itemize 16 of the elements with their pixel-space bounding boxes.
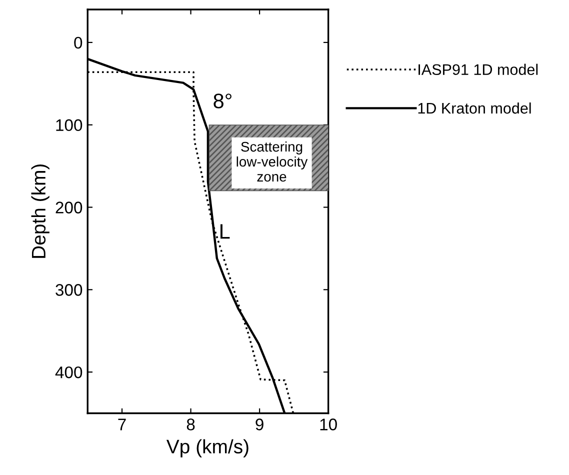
legend-label: 1D Kraton model bbox=[418, 102, 531, 114]
y-tick-label: 200 bbox=[56, 202, 82, 214]
annotation: Scattering low-velocity zone bbox=[236, 141, 308, 182]
legend-label: IASP91 1D model bbox=[418, 64, 538, 76]
x-axis-title: Vp (km/s) bbox=[166, 439, 248, 458]
y-tick-label: 400 bbox=[55, 366, 82, 378]
x-tick-label: 8 bbox=[186, 418, 195, 430]
y-tick-label: 100 bbox=[56, 119, 82, 132]
x-tick-label: 7 bbox=[118, 418, 126, 430]
y-tick-label: 0 bbox=[74, 36, 82, 49]
x-tick-label: 9 bbox=[256, 418, 264, 430]
annotation: 8° bbox=[214, 94, 232, 108]
y-tick-label: 300 bbox=[56, 284, 82, 296]
annotation: L bbox=[220, 224, 230, 239]
y-axis-title: Depth (km) bbox=[31, 164, 50, 258]
x-tick-label: 10 bbox=[320, 418, 337, 430]
